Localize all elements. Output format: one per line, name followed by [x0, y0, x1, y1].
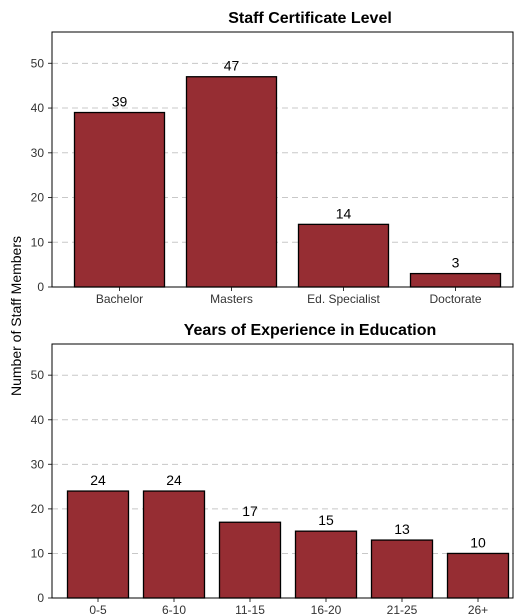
chart-1-y-tick-label: 0: [37, 280, 44, 294]
chart-1-data-label: 3: [452, 255, 460, 271]
chart-1-data-label: 39: [112, 94, 128, 110]
chart-2-x-tick-label: 6-10: [162, 603, 186, 616]
chart-1-x-tick-label: Bachelor: [96, 292, 143, 306]
chart-2-y-tick-label: 30: [31, 457, 45, 471]
chart-1-bar: [409, 272, 502, 288]
y-axis-label: Number of Staff Members: [8, 236, 24, 396]
chart-2-y-tick-label: 0: [37, 591, 44, 605]
chart-1-bar: [185, 76, 278, 288]
chart-2-y-tick-label: 40: [31, 413, 45, 427]
chart-2-bar: [142, 490, 206, 599]
chart-2-y-tick-label: 10: [31, 546, 45, 560]
chart-2-bar: [66, 490, 130, 599]
chart-2-bar: [370, 539, 434, 599]
chart-1-data-label: 47: [224, 58, 240, 74]
chart-2-title: Years of Experience in Education: [184, 322, 437, 339]
chart-2-bar: [294, 530, 358, 599]
chart-1-x-tick-label: Masters: [210, 292, 253, 306]
chart-1-x-tick-label: Ed. Specialist: [307, 292, 380, 306]
chart-1-bar: [73, 111, 166, 288]
chart-1-x-tick-label: Doctorate: [429, 292, 481, 306]
chart-2-x-tick-label: 11-15: [235, 603, 265, 616]
chart-2-x-tick-label: 21-25: [387, 603, 418, 616]
chart-1-bar: [297, 223, 390, 288]
chart-2-x-tick-label: 16-20: [311, 603, 342, 616]
chart-1-y-tick-label: 10: [31, 235, 45, 249]
chart-1-y-tick-label: 40: [31, 101, 45, 115]
chart-2-data-label: 10: [470, 534, 486, 550]
chart-1-frame: [51, 31, 514, 288]
chart-2-data-label: 24: [90, 472, 106, 488]
chart-1-y-tick-label: 30: [31, 146, 45, 160]
chart-2-data-label: 24: [166, 472, 182, 488]
chart-2-bar: [446, 552, 510, 599]
chart-1-y-tick-label: 50: [31, 56, 45, 70]
chart-2-data-label: 17: [242, 503, 258, 519]
chart-2-y-tick-label: 50: [31, 368, 45, 382]
chart-1-title: Staff Certificate Level: [228, 10, 392, 27]
chart-2-frame: [51, 343, 514, 599]
chart-2-x-tick-label: 0-5: [89, 603, 107, 616]
chart-2-data-label: 13: [394, 521, 410, 537]
chart-2-y-tick-label: 20: [31, 502, 45, 516]
chart-1-data-label: 14: [336, 205, 352, 221]
chart-2-x-tick-label: 26+: [468, 603, 488, 616]
chart-2-data-label: 15: [318, 512, 334, 528]
chart-1-y-tick-label: 20: [31, 191, 45, 205]
chart-2-bar: [218, 521, 282, 599]
